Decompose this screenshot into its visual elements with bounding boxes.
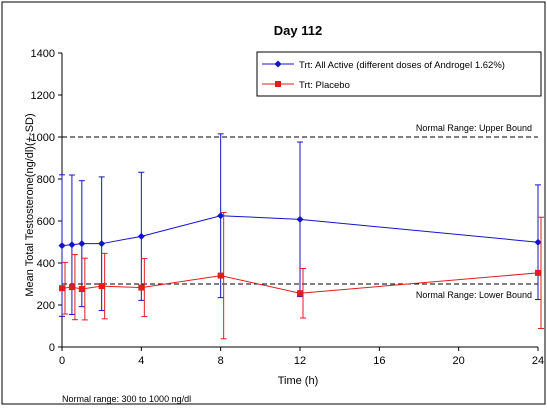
y-tick-label: 1200 <box>31 90 55 102</box>
legend: Trt: All Active (different doses of Andr… <box>256 51 542 97</box>
reference-lines: Normal Range: Upper Bound Normal Range: L… <box>62 123 538 300</box>
legend-label: Trt: Placebo <box>299 80 350 91</box>
legend-box <box>256 51 542 97</box>
x-tick-label: 24 <box>532 355 544 367</box>
reference-line-label: Normal Range: Lower Bound <box>416 290 532 300</box>
data-point-diamond <box>68 241 76 249</box>
data-point-square <box>217 272 224 279</box>
data-point-diamond <box>137 232 145 240</box>
series-2 <box>59 211 544 340</box>
data-point-diamond <box>296 215 304 223</box>
data-point-diamond <box>98 240 106 248</box>
data-point-square <box>78 286 85 293</box>
series-1 <box>58 133 542 317</box>
x-tick-label: 12 <box>294 355 306 367</box>
x-tick-label: 8 <box>218 355 224 367</box>
legend-marker <box>274 60 282 68</box>
data-point-square <box>98 283 105 290</box>
y-tick-label: 400 <box>37 258 55 270</box>
y-tick-label: 0 <box>49 342 55 354</box>
legend-marker <box>275 81 281 87</box>
data-point-square <box>68 284 75 291</box>
legend-label: Trt: All Active (different doses of Andr… <box>299 60 505 71</box>
chart-title: Day 112 <box>274 23 322 38</box>
y-tick-label: 200 <box>37 300 55 312</box>
y-tick-label: 600 <box>37 216 55 228</box>
footnote: Normal range: 300 to 1000 ng/dl <box>62 394 191 404</box>
data-point-diamond <box>534 238 542 246</box>
data-point-square <box>59 285 65 292</box>
x-tick-label: 4 <box>138 355 144 367</box>
data-point-diamond <box>58 242 66 250</box>
data-point-square <box>535 269 541 276</box>
data-point-diamond <box>217 212 225 220</box>
x-axis-label: Time (h) <box>278 375 319 387</box>
x-tick-label: 16 <box>373 355 385 367</box>
y-tick-label: 800 <box>37 174 55 186</box>
data-point-square <box>297 290 303 297</box>
reference-line-label: Normal Range: Upper Bound <box>416 123 532 133</box>
data-series <box>58 133 544 340</box>
y-axis-label: Mean Total Testosterone(ng/dl)(+-SD) <box>24 113 36 296</box>
axes: 0 200 400 600 800 1000 1200 1400 0 4 8 12 16 20 24 <box>31 48 545 367</box>
y-tick-label: 1400 <box>31 48 55 60</box>
data-point-diamond <box>78 240 86 248</box>
x-tick-label: 20 <box>453 355 465 367</box>
data-point-square <box>138 284 145 291</box>
y-tick-label: 1000 <box>31 132 55 144</box>
x-tick-label: 0 <box>59 355 65 367</box>
